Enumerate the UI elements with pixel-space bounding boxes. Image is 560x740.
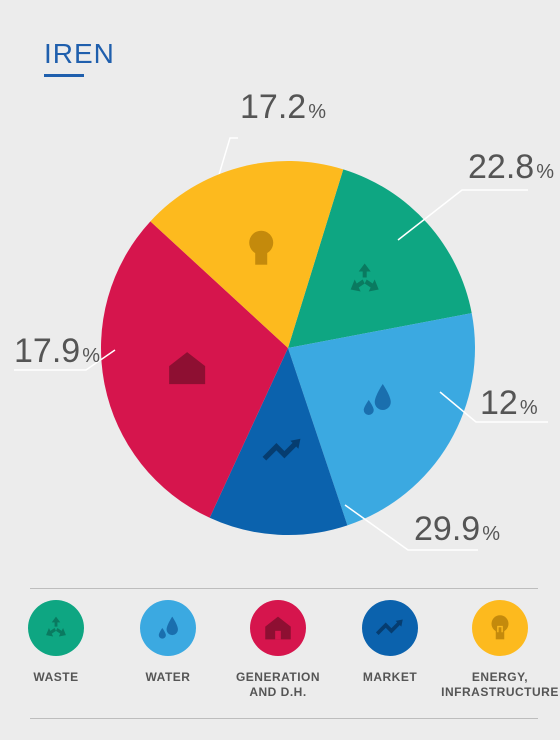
leader-line <box>214 137 238 189</box>
water-drops-icon <box>363 383 391 415</box>
lightbulb-icon <box>491 615 509 640</box>
legend-label-generation: GENERATION AND D.H. <box>235 670 321 699</box>
recycle-icon <box>350 263 379 292</box>
divider-bottom <box>30 718 538 719</box>
house-icon <box>265 616 291 640</box>
title-underline <box>44 74 84 77</box>
legend-swatch-energy <box>472 600 528 656</box>
pie-chart: 17.2 % 22.8 % 12 % 29.9 % 17.9% <box>14 88 554 551</box>
legend-label-waste: WASTE <box>33 670 79 684</box>
legend-item-energy: ENERGY, INFRASTRUCTURE <box>440 600 560 700</box>
legend: WASTE WATER GENERATION AND D.H. MARKET <box>0 600 560 710</box>
chart-title: IREN <box>44 38 115 69</box>
data-label: 22.8% <box>468 148 554 186</box>
legend-item-market: MARKET <box>330 600 450 685</box>
legend-label-energy: ENERGY, INFRASTRUCTURE <box>441 670 559 699</box>
legend-item-waste: WASTE <box>0 600 116 685</box>
trend-arrow-icon <box>375 619 403 635</box>
lightbulb-icon <box>249 230 274 265</box>
data-label: 29.9% <box>414 510 500 548</box>
legend-item-water: WATER <box>108 600 228 685</box>
leader-line <box>397 189 528 241</box>
recycle-icon <box>46 616 66 637</box>
legend-swatch-generation <box>250 600 306 656</box>
water-drops-icon <box>158 616 178 639</box>
legend-swatch-waste <box>28 600 84 656</box>
pie-slice-waste <box>288 169 472 348</box>
legend-label-water: WATER <box>145 670 191 684</box>
house-icon <box>169 352 206 385</box>
trend-arrow-icon <box>262 438 301 461</box>
leader-line <box>439 391 548 423</box>
legend-item-generation: GENERATION AND D.H. <box>218 600 338 700</box>
leader-line <box>344 504 478 551</box>
pie-slice-market <box>209 348 348 535</box>
pie-slice-water <box>288 313 476 526</box>
data-label: 17.9% <box>14 332 100 370</box>
data-label: 17.2% <box>240 88 326 126</box>
divider-top <box>30 588 538 589</box>
legend-swatch-water <box>140 600 196 656</box>
leader-line <box>14 349 116 371</box>
pie-slice-energy <box>150 161 344 348</box>
data-label: 12% <box>480 384 538 422</box>
legend-swatch-market <box>362 600 418 656</box>
legend-label-market: MARKET <box>362 670 418 684</box>
